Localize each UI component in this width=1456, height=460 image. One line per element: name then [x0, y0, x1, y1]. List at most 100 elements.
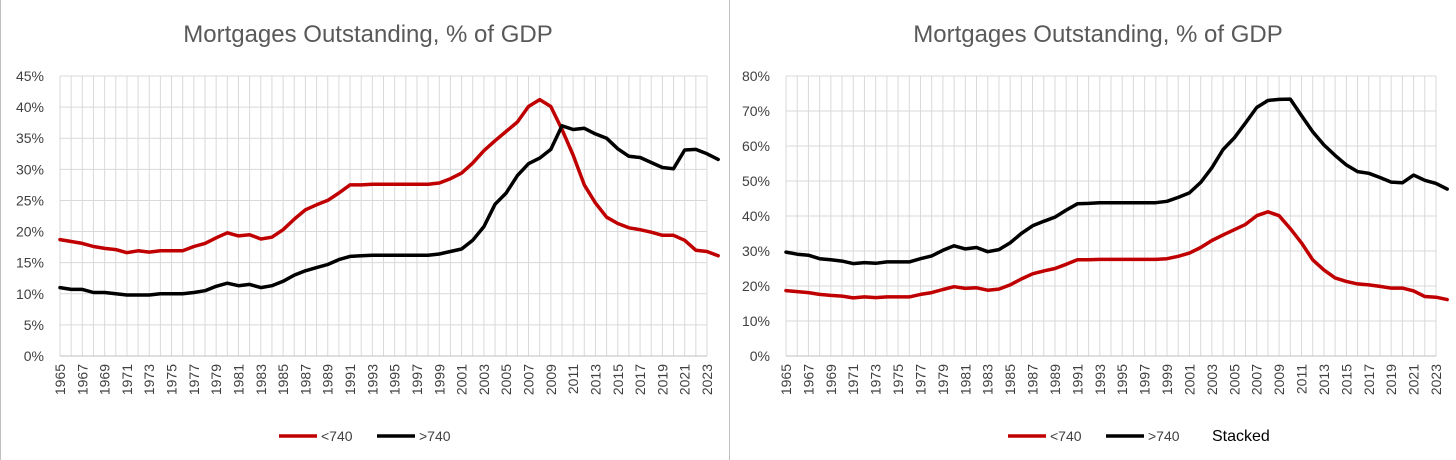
data-point — [807, 254, 810, 256]
x-tick-label: 1991 — [1069, 364, 1085, 395]
data-point — [796, 290, 799, 293]
x-tick-label: 1975 — [890, 364, 906, 395]
data-point — [393, 183, 396, 186]
data-point — [1143, 201, 1146, 204]
data-point — [605, 216, 608, 219]
data-point — [1390, 181, 1392, 183]
data-point — [1155, 201, 1157, 204]
data-point — [930, 291, 933, 294]
x-tick-label: 2011 — [1294, 364, 1310, 394]
data-point — [427, 183, 429, 186]
data-point — [1255, 214, 1258, 217]
chart-title: Mortgages Outstanding, % of GDP — [183, 21, 553, 48]
x-tick-label: 1987 — [297, 364, 313, 395]
data-point — [583, 184, 586, 186]
data-point — [1155, 258, 1157, 261]
right-chart-svg: Mortgages Outstanding, % of GDP 0% 10% 20% 3… — [742, 21, 1449, 445]
data-point — [1076, 202, 1079, 205]
data-point — [1401, 287, 1404, 289]
data-point — [1435, 182, 1437, 185]
x-tick-label: 2019 — [1383, 364, 1399, 395]
x-tick-label: 1967 — [800, 364, 816, 395]
data-point — [1379, 285, 1381, 288]
x-tick-label: 1993 — [1092, 364, 1108, 395]
x-tick-label: 1999 — [431, 364, 447, 395]
data-point — [181, 292, 184, 295]
data-point — [159, 250, 162, 252]
data-point — [293, 218, 296, 220]
data-point — [1435, 296, 1437, 299]
data-point — [1166, 200, 1168, 203]
data-point — [483, 225, 485, 228]
legend-label-0: <740 — [321, 428, 353, 444]
data-point — [360, 184, 362, 186]
left-chart-panel: Mortgages Outstanding, % of GDP 0% 5% 10% 15… — [0, 0, 730, 460]
data-point — [639, 228, 641, 231]
left-chart-svg: Mortgages Outstanding, % of GDP 0% 5% 10% 15… — [16, 21, 720, 444]
x-tick-label: 2013 — [587, 364, 603, 395]
data-point — [226, 282, 229, 285]
data-point — [382, 183, 385, 186]
data-point — [1255, 106, 1258, 109]
x-tick-label: 2005 — [1226, 364, 1242, 395]
data-point — [1199, 246, 1202, 249]
data-point — [908, 296, 911, 298]
data-point — [516, 174, 519, 177]
data-point — [126, 294, 128, 296]
data-point — [349, 255, 351, 258]
data-point — [975, 246, 978, 249]
data-point — [338, 258, 340, 261]
data-point — [964, 287, 967, 290]
x-tick-label: 1965 — [52, 364, 68, 395]
y-tick-label: 40% — [16, 99, 44, 115]
data-point — [650, 231, 653, 233]
data-point — [1177, 196, 1180, 199]
data-point — [874, 296, 877, 299]
data-point — [349, 184, 351, 186]
data-point — [616, 148, 619, 150]
data-point — [975, 286, 978, 289]
data-point — [661, 234, 664, 237]
data-point — [785, 289, 787, 292]
data-point — [527, 162, 530, 165]
data-point — [1356, 283, 1359, 285]
y-tick-label: 80% — [742, 68, 770, 84]
data-point — [953, 244, 955, 247]
data-point — [1020, 232, 1023, 235]
data-point — [964, 248, 967, 250]
data-point — [572, 128, 574, 131]
x-tick-label: 1981 — [957, 364, 973, 395]
x-tick-label: 1969 — [97, 364, 113, 395]
gridlines — [785, 75, 1437, 357]
data-point — [572, 154, 574, 156]
data-point — [1423, 179, 1426, 182]
series-points-0 — [59, 98, 719, 257]
data-point — [1054, 216, 1056, 218]
data-point — [460, 248, 463, 250]
data-point — [1412, 174, 1415, 176]
x-tick-label: 1973 — [141, 364, 157, 395]
data-point — [248, 283, 251, 286]
data-point — [1065, 209, 1067, 211]
data-point — [538, 98, 541, 101]
data-point — [1334, 154, 1336, 157]
data-point — [998, 288, 1000, 290]
data-point — [986, 250, 989, 253]
x-tick-label: 2011 — [565, 364, 581, 394]
y-tick-label: 15% — [16, 255, 44, 271]
data-point — [527, 105, 530, 108]
data-point — [1300, 242, 1303, 244]
data-point — [114, 248, 117, 251]
data-point — [1278, 98, 1280, 101]
data-point — [70, 240, 72, 243]
x-tick-label: 2005 — [498, 364, 514, 395]
x-tick-label: 2017 — [632, 364, 648, 395]
data-point — [706, 152, 708, 155]
data-point — [1300, 114, 1303, 117]
x-tick-label: 2023 — [1428, 364, 1444, 395]
x-tick-label: 1979 — [935, 364, 951, 395]
data-point — [695, 249, 697, 252]
data-point — [449, 250, 452, 253]
data-point — [886, 296, 888, 298]
y-tick-label: 25% — [16, 192, 44, 208]
